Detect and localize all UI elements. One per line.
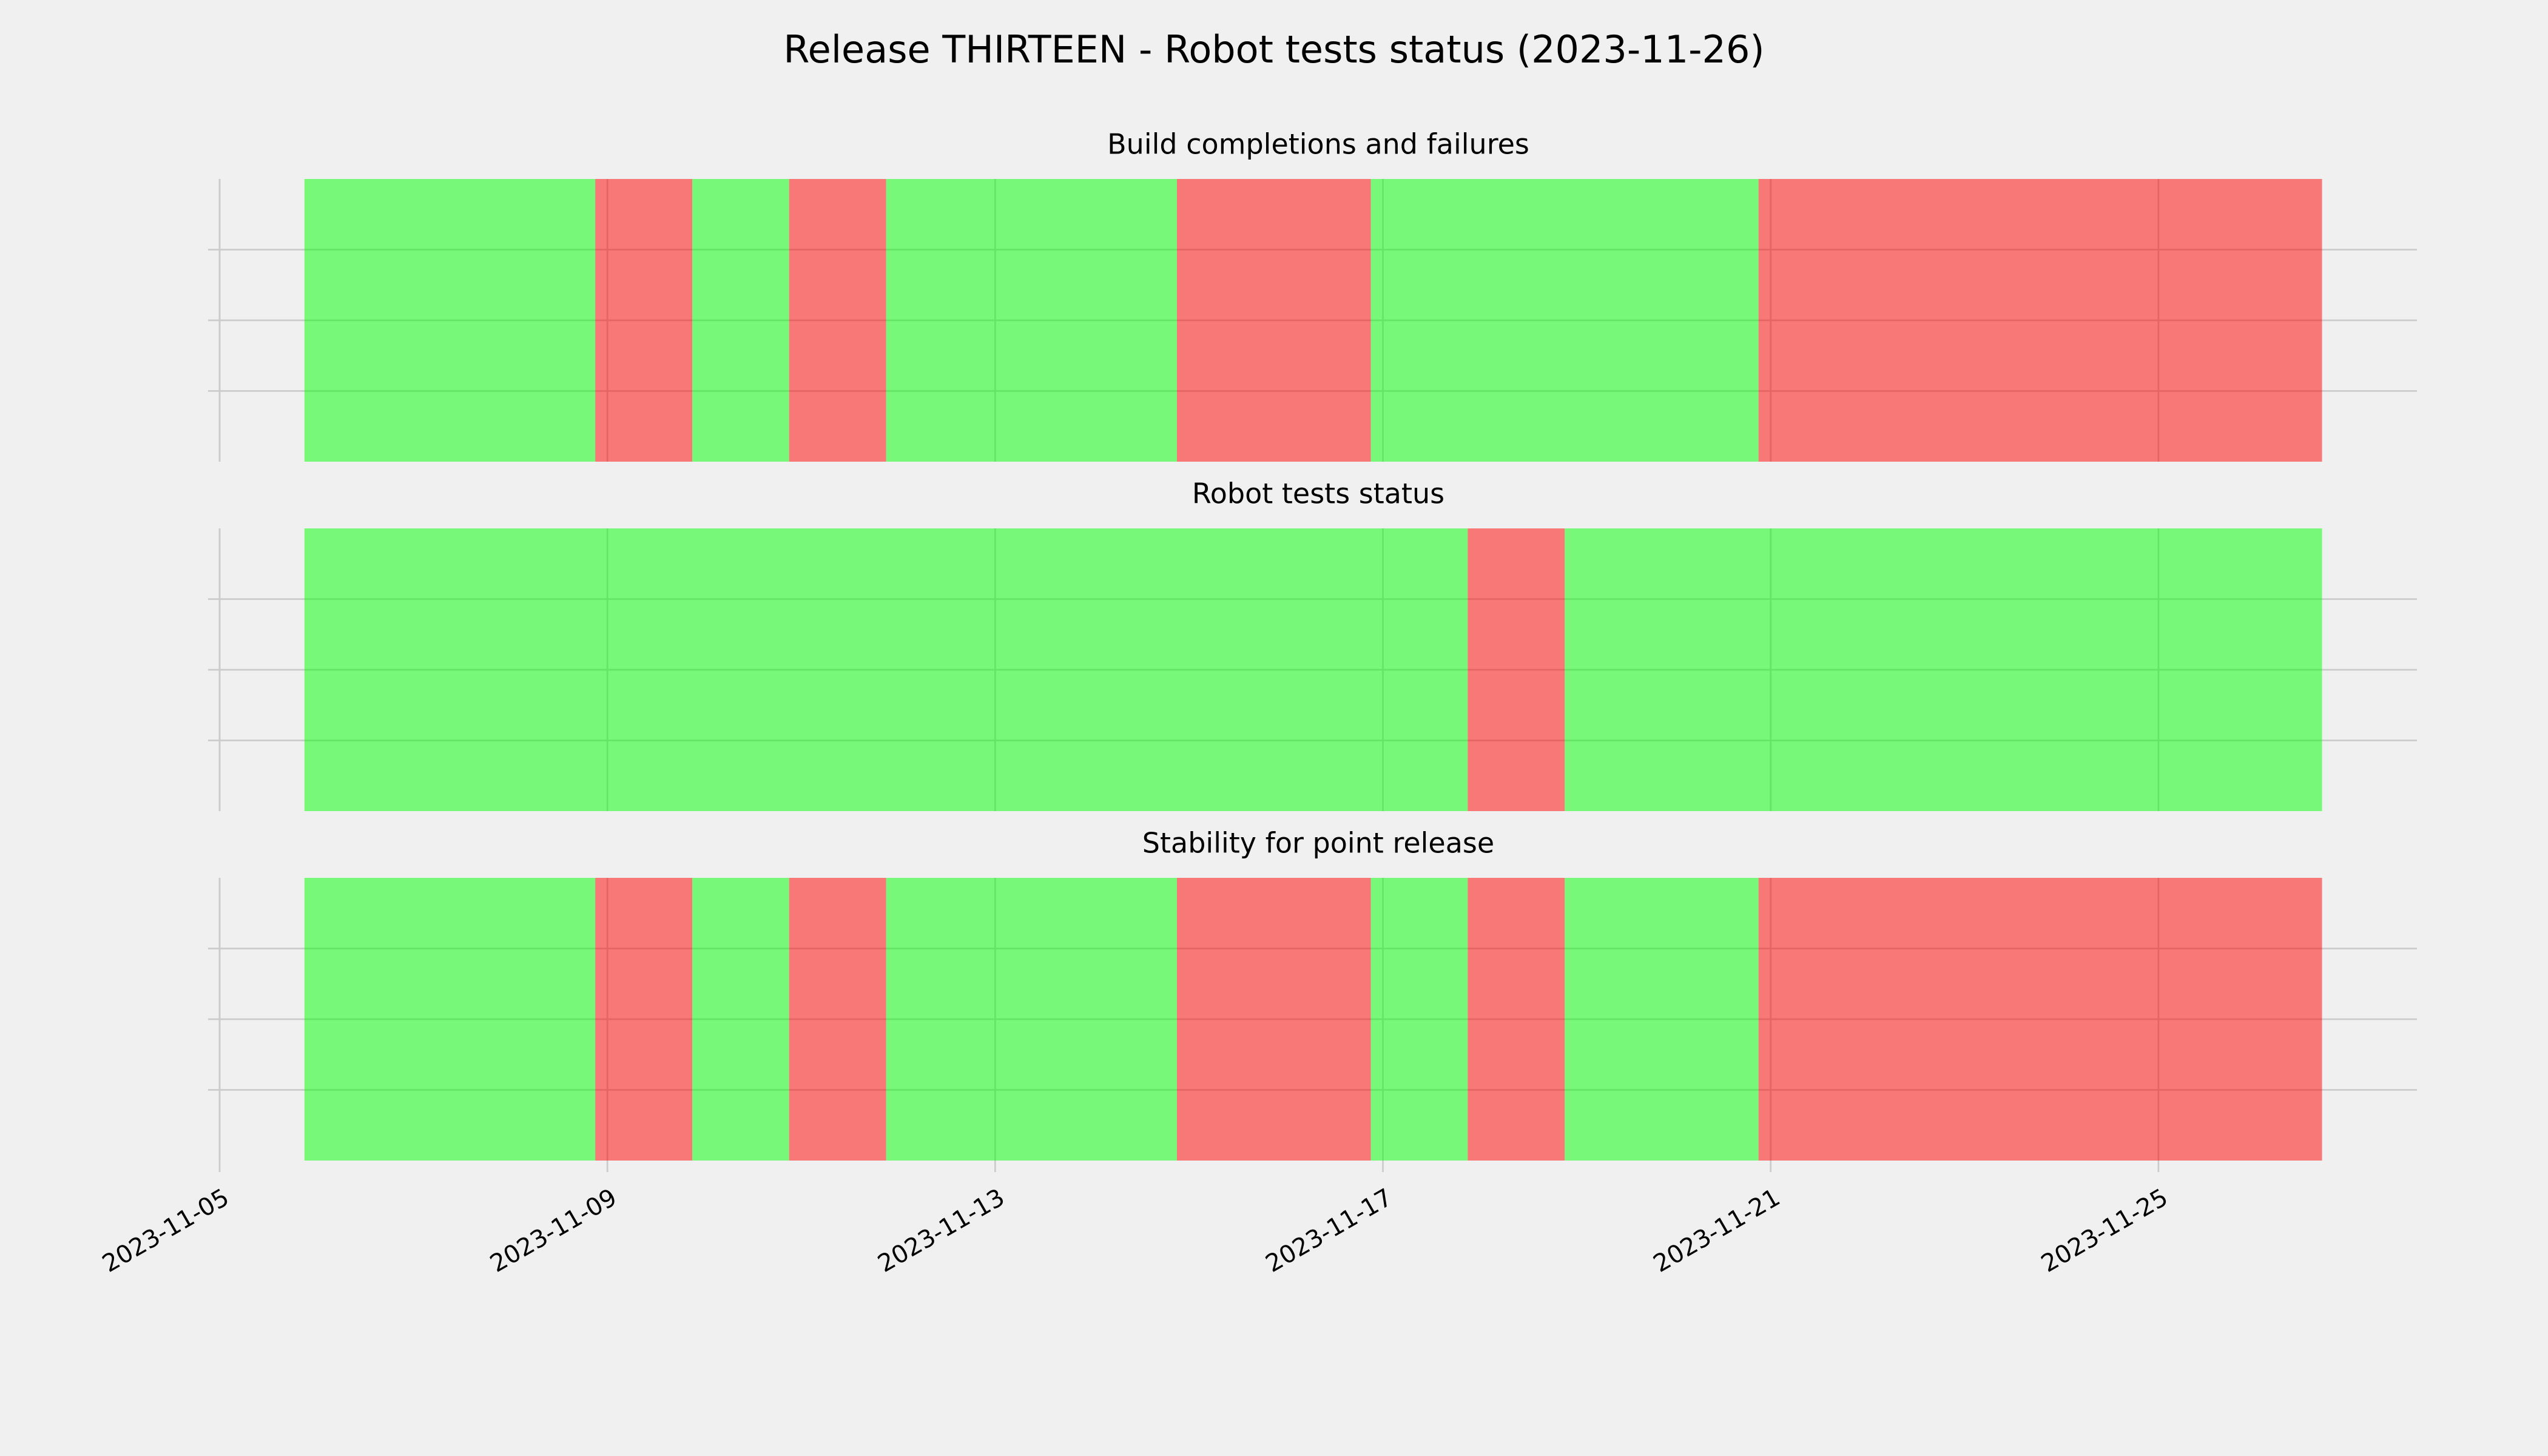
status-segment <box>1565 878 1759 1161</box>
status-segment <box>886 179 1177 462</box>
status-segment <box>595 878 692 1161</box>
status-segment <box>304 528 1468 811</box>
status-segment <box>1370 878 1468 1161</box>
status-segment <box>1758 179 2322 462</box>
status-segment <box>789 179 886 462</box>
status-segment <box>789 878 886 1161</box>
status-segment <box>1176 878 1371 1161</box>
panel-title: Stability for point release <box>1142 827 1494 860</box>
status-segment <box>886 878 1177 1161</box>
status-segment <box>595 179 692 462</box>
status-segment <box>1468 878 1565 1161</box>
status-segment <box>1565 528 2322 811</box>
panel-title: Build completions and failures <box>1107 128 1529 161</box>
status-segment <box>1468 528 1565 811</box>
panel-title: Robot tests status <box>1192 477 1444 510</box>
status-segment <box>1176 179 1371 462</box>
status-segment <box>304 179 596 462</box>
status-segment <box>692 878 789 1161</box>
status-segment <box>1370 179 1759 462</box>
status-segment <box>692 179 789 462</box>
status-segment <box>1758 878 2322 1161</box>
chart-title: Release THIRTEEN - Robot tests status (2… <box>783 27 1764 72</box>
status-segment <box>304 878 596 1161</box>
